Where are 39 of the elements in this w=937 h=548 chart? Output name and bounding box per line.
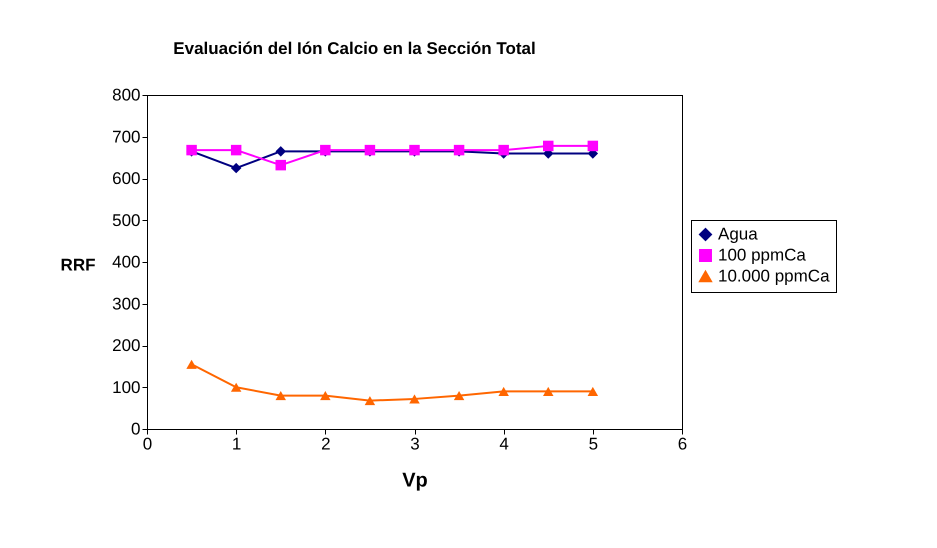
x-tick-label: 2 [321, 434, 331, 454]
x-tick-label: 0 [142, 434, 152, 454]
y-tick-label: 600 [112, 169, 140, 188]
point [498, 386, 509, 396]
point [276, 160, 286, 170]
point [230, 162, 242, 174]
point [320, 391, 331, 400]
point [409, 394, 420, 404]
point [276, 391, 286, 400]
y-tick-label: 400 [112, 252, 140, 272]
legend-label: Agua [718, 224, 758, 244]
y-tick-label: 300 [112, 294, 140, 314]
point [454, 391, 464, 400]
point [276, 146, 286, 157]
y-axis-title: RRF [60, 256, 96, 274]
point [543, 386, 554, 396]
x-tick-label: 5 [588, 434, 598, 454]
legend-label: 100 ppmCa [718, 246, 806, 264]
y-tick-label: 0 [131, 420, 140, 438]
y-tick-label: 700 [112, 127, 140, 146]
x-tick-label: 6 [678, 434, 688, 454]
point [230, 382, 242, 392]
y-tick-label: 800 [112, 86, 140, 104]
point [543, 140, 554, 152]
point [364, 396, 376, 406]
point [588, 386, 598, 396]
x-tick-label: 4 [499, 434, 509, 454]
x-tick-label: 1 [232, 434, 242, 454]
y-tick-label: 100 [112, 378, 140, 397]
point [498, 144, 509, 156]
point [588, 140, 598, 152]
y-tick-label: 500 [112, 210, 140, 230]
x-axis-title: Vp [402, 470, 428, 492]
chart-title: Evaluación del Ión Calcio en la Sección Total [173, 39, 536, 58]
x-tick-label: 3 [410, 434, 420, 454]
point [230, 144, 242, 156]
point [186, 360, 197, 369]
legend-label: 10.000 ppmCa [718, 266, 830, 286]
y-tick-label: 200 [112, 336, 140, 355]
